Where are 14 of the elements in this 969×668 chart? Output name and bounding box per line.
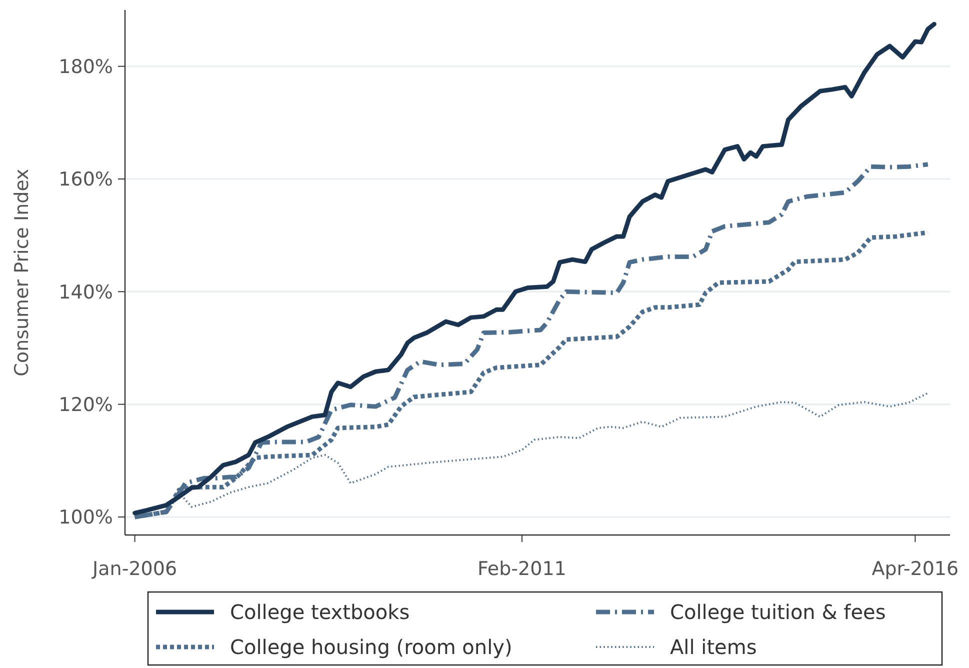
legend-label: All items	[670, 635, 757, 659]
y-tick-label: 180%	[58, 56, 113, 78]
line-series	[132, 22, 936, 516]
legend-label: College tuition & fees	[670, 600, 886, 624]
x-tick-label: Feb-2011	[478, 558, 566, 580]
legend-label: College housing (room only)	[230, 635, 512, 659]
y-tick-label: 160%	[58, 168, 113, 191]
y-tick-label: 100%	[58, 506, 113, 529]
legend-label: College textbooks	[230, 600, 410, 624]
x-tick-label: Apr-2016	[872, 558, 959, 580]
y-tick-label: 140%	[58, 281, 113, 304]
x-tick-label: Jan-2006	[92, 558, 178, 580]
y-tick-label: 120%	[58, 394, 113, 416]
y-axis-title: Consumer Price Index	[11, 168, 33, 376]
